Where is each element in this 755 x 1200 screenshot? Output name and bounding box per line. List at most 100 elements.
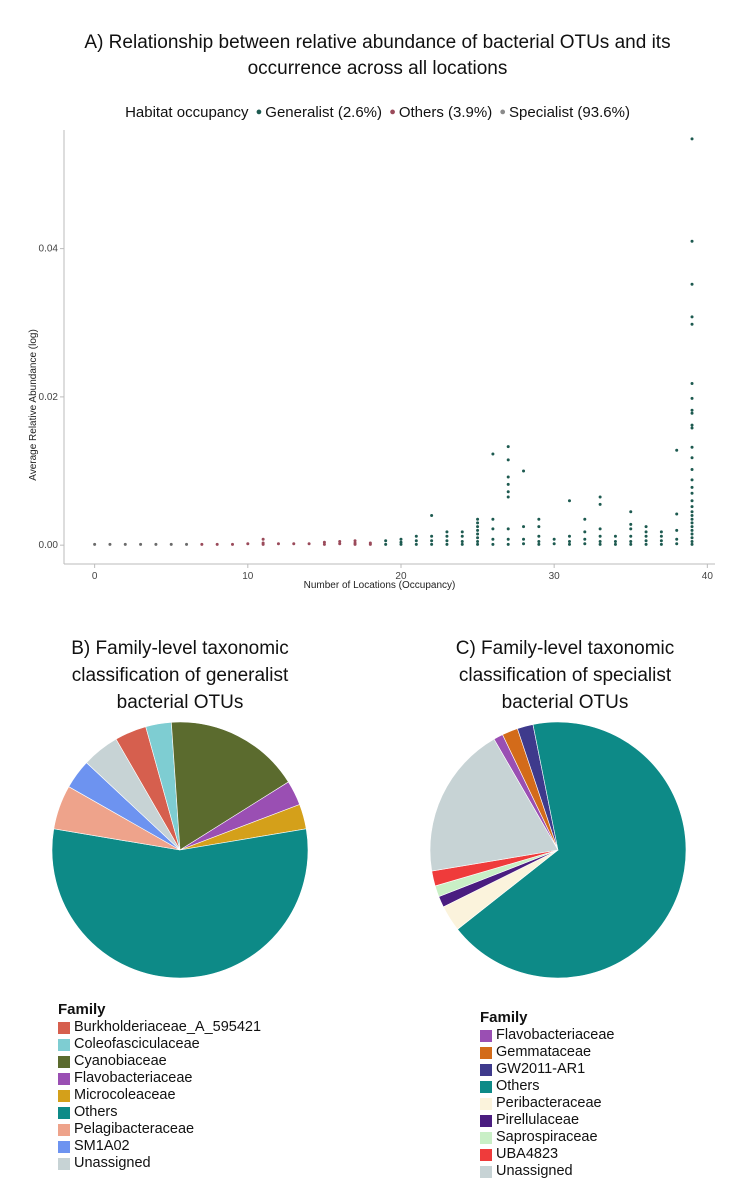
data-point-generalist [629, 527, 633, 531]
legend-label-specialist: Specialist (93.6%) [509, 104, 630, 121]
data-point-generalist [583, 542, 587, 546]
data-point-generalist [690, 382, 694, 386]
data-point-generalist [690, 239, 694, 243]
pie-c-legend-item-flavobacteriaceae: Flavobacteriaceae [480, 1027, 615, 1044]
data-point-generalist [690, 408, 694, 412]
data-point-generalist [491, 452, 495, 456]
data-point-generalist [552, 537, 556, 541]
data-point-others [230, 542, 234, 546]
data-point-generalist [384, 542, 388, 546]
data-point-generalist [491, 542, 495, 546]
y-axis-label: Average Relative Abundance (log) [28, 329, 39, 481]
data-point-generalist [506, 495, 510, 499]
data-point-others [261, 537, 265, 541]
data-point-generalist [491, 517, 495, 521]
data-point-generalist [690, 315, 694, 319]
pie-b-legend-label: Microcoleaceae [74, 1087, 176, 1103]
pie-b-legend-swatch [58, 1055, 70, 1068]
pie-b-legend-swatch [58, 1157, 70, 1170]
legend-dot-generalist: ● [255, 106, 263, 118]
data-point-generalist [690, 514, 694, 518]
scatter-title-line-2: occurrence across all locations [247, 58, 508, 79]
pie-b-legend-item-pelagibacteraceae: Pelagibacteraceae [58, 1121, 261, 1138]
data-point-others [322, 540, 326, 544]
data-point-others [200, 542, 204, 546]
pie-b-legend-swatch [58, 1106, 70, 1119]
data-point-generalist [414, 534, 418, 538]
pie-b-legend-item-others: Others [58, 1104, 261, 1121]
pie-b-legend-swatch [58, 1140, 70, 1153]
scatter-chart-title: A) Relationship between relative abundan… [0, 30, 755, 82]
pie-b-legend-swatch [58, 1089, 70, 1102]
y-tick-label: 0.04 [39, 244, 59, 255]
data-point-generalist [690, 542, 694, 546]
data-point-generalist [414, 539, 418, 543]
data-point-others [276, 542, 280, 546]
data-point-generalist [675, 542, 679, 546]
pie-c-legend-label: Gemmataceae [496, 1044, 592, 1060]
data-point-generalist [506, 458, 510, 462]
data-point-generalist [629, 539, 633, 543]
data-point-generalist [476, 536, 480, 540]
data-point-generalist [384, 539, 388, 543]
pie-c-legend-title: Family [480, 1009, 528, 1026]
x-tick-label: 0 [92, 571, 98, 582]
pie-c-legend-swatch [480, 1148, 492, 1161]
pie-b-legend: Family Burkholderiaceae_A_595421 Coleofas… [58, 1001, 261, 1172]
data-point-generalist [399, 537, 403, 541]
data-point-generalist [629, 542, 633, 546]
data-point-generalist [598, 539, 602, 543]
data-point-generalist [613, 542, 617, 546]
data-point-generalist [460, 530, 464, 534]
data-point-generalist [476, 539, 480, 543]
pie-c-title: C) Family-level taxonomic classification… [415, 635, 715, 716]
data-point-generalist [690, 499, 694, 503]
pie-b-title: B) Family-level taxonomic classification… [40, 635, 320, 716]
data-point-specialist [123, 542, 127, 546]
data-point-generalist [613, 534, 617, 538]
data-point-generalist [675, 537, 679, 541]
data-point-generalist [522, 537, 526, 541]
data-point-others [368, 542, 372, 546]
pie-c-legend-item-uba4823: UBA4823 [480, 1146, 615, 1163]
x-tick-label: 30 [549, 571, 561, 582]
pie-c-legend-swatch [480, 1029, 492, 1042]
data-point-generalist [690, 505, 694, 509]
data-point-generalist [430, 534, 434, 538]
data-point-generalist [690, 322, 694, 326]
data-point-generalist [598, 527, 602, 531]
data-point-generalist [644, 530, 648, 534]
data-point-generalist [598, 502, 602, 506]
data-point-generalist [567, 539, 571, 543]
pie-c-legend: Family Flavobacteriaceae Gemmataceae GW201… [480, 1009, 615, 1180]
data-point-generalist [598, 495, 602, 499]
data-point-generalist [430, 514, 434, 518]
data-point-generalist [690, 539, 694, 543]
data-point-generalist [675, 512, 679, 516]
pie-c-legend-label: Saprospiraceae [496, 1129, 598, 1145]
legend-dot-specialist: ● [499, 106, 507, 118]
data-point-generalist [460, 539, 464, 543]
data-point-generalist [445, 534, 449, 538]
data-point-generalist [537, 539, 541, 543]
data-point-generalist [414, 542, 418, 546]
data-point-generalist [491, 537, 495, 541]
x-axis-label: Number of Locations (Occupancy) [304, 580, 456, 591]
legend-label-generalist: Generalist (2.6%) [265, 104, 383, 121]
data-point-generalist [506, 482, 510, 486]
pie-c-legend-item-gw2011-ar1: GW2011-AR1 [480, 1061, 615, 1078]
pie-c-title-line-3: bacterial OTUs [501, 692, 629, 713]
pie-b-slice-others [51, 828, 309, 979]
data-point-others [215, 542, 219, 546]
data-point-specialist [108, 542, 112, 546]
pie-b-legend-label: Burkholderiaceae_A_595421 [74, 1019, 262, 1035]
pie-chart-specialist [429, 721, 687, 979]
data-point-generalist [567, 499, 571, 503]
pie-c-legend-swatch [480, 1165, 492, 1178]
data-point-generalist [476, 521, 480, 525]
data-point-generalist [690, 485, 694, 489]
pie-b-legend-label: Coleofasciculaceae [74, 1036, 200, 1052]
data-point-others [338, 542, 342, 546]
data-point-generalist [583, 537, 587, 541]
data-point-generalist [537, 517, 541, 521]
